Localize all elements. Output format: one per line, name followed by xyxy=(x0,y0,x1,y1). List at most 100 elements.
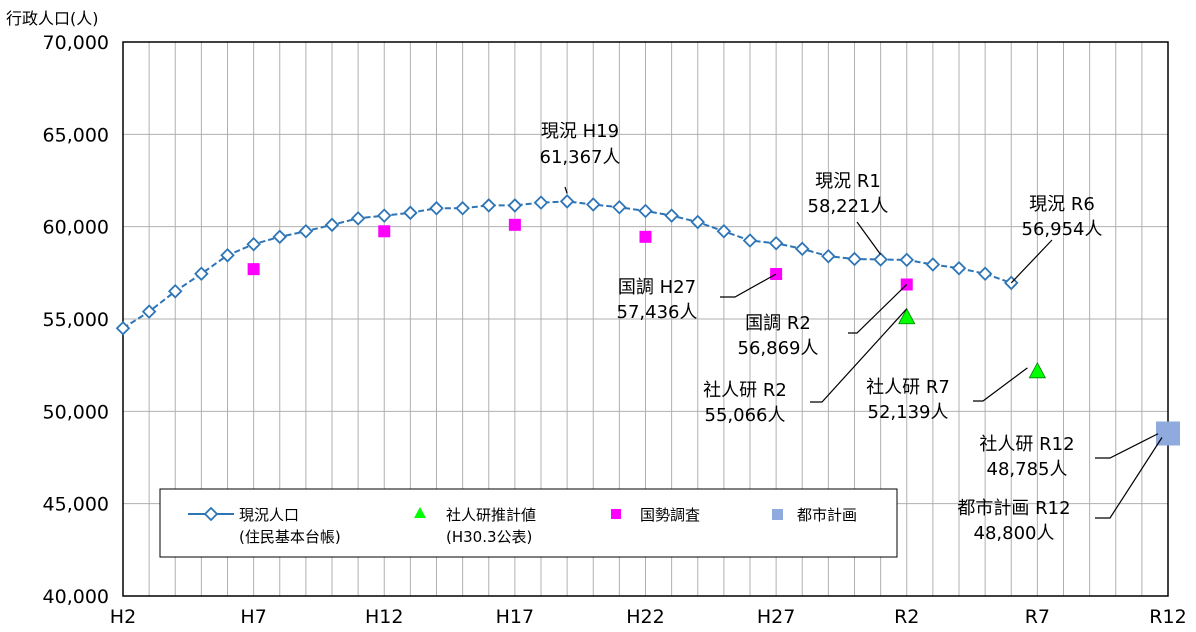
ipss-point xyxy=(1028,361,1047,379)
x-tick-label: H27 xyxy=(757,606,795,628)
x-tick-label: R7 xyxy=(1025,606,1050,628)
ann-census-h27-leader xyxy=(720,273,777,298)
current-point xyxy=(716,224,732,239)
ann-ipss-r12-leader xyxy=(1095,433,1159,459)
ann-ipss-r12-label: 社人研 R12 xyxy=(979,434,1074,455)
y-tick-labels: 40,000 45,000 50,000 55,000 60,000 65,000 70,0… xyxy=(43,32,109,608)
current-point xyxy=(272,229,288,245)
current-point xyxy=(925,257,941,272)
current-point xyxy=(612,200,627,215)
ann-current-r1-leader xyxy=(856,221,882,255)
y-axis-label: 行政人口(人) xyxy=(6,9,99,28)
ann-current-r1-value: 58,221人 xyxy=(808,196,889,217)
legend-text: 国勢調査 xyxy=(640,506,700,524)
census-point xyxy=(247,263,260,276)
current-point xyxy=(429,200,444,216)
current-point xyxy=(847,251,862,267)
ann-ipss-r7-value: 52,139人 xyxy=(868,402,949,423)
census-point xyxy=(639,230,652,243)
ann-ipss-r2-leader xyxy=(810,308,908,403)
current-point xyxy=(821,248,836,264)
x-tick-labels: H2 H7 H12 H17 H22 H27 R2 R7 R12 xyxy=(110,606,1187,628)
ann-census-h27-value: 57,436人 xyxy=(617,302,698,323)
legend-marker-census xyxy=(611,509,621,519)
ann-current-r6-value: 56,954人 xyxy=(1022,219,1103,240)
current-point xyxy=(690,214,706,230)
current-point xyxy=(220,248,235,263)
current-point xyxy=(403,205,418,221)
x-tick-label: H22 xyxy=(626,606,664,628)
current-point xyxy=(794,241,810,257)
current-point xyxy=(977,266,993,282)
legend-marker-ipss xyxy=(414,507,426,518)
census-point xyxy=(508,218,521,231)
current-point xyxy=(742,233,758,248)
current-point xyxy=(638,203,653,219)
y-tick-label: 45,000 xyxy=(43,494,109,516)
y-tick-label: 60,000 xyxy=(43,217,109,239)
legend-text: (H30.3公表) xyxy=(446,528,532,546)
ann-census-r2-value: 56,869人 xyxy=(738,338,819,359)
ann-ipss-r12-value: 48,785人 xyxy=(987,459,1068,480)
current-point xyxy=(167,284,183,299)
current-point xyxy=(376,208,392,223)
ann-census-r2-leader xyxy=(848,284,908,334)
current-point xyxy=(533,195,549,210)
y-tick-label: 50,000 xyxy=(43,401,109,423)
current-point xyxy=(481,198,497,213)
ann-current-h19-value: 61,367人 xyxy=(540,147,621,168)
current-point xyxy=(559,194,575,209)
x-tick-label: H17 xyxy=(496,606,534,628)
y-tick-label: 70,000 xyxy=(43,32,109,54)
current-point xyxy=(246,236,261,252)
ann-ipss-r7-leader xyxy=(973,367,1028,402)
x-tick-label: R2 xyxy=(894,606,919,628)
legend-text: 現況人口 xyxy=(239,506,299,524)
current-point xyxy=(141,304,157,319)
current-point xyxy=(899,252,915,268)
y-tick-label: 40,000 xyxy=(43,586,109,608)
current-point xyxy=(298,224,314,239)
legend-marker-plan xyxy=(772,509,783,520)
ann-census-h27-label: 国調 H27 xyxy=(618,277,696,298)
current-point xyxy=(664,208,679,223)
legend-text: 都市計画 xyxy=(797,506,857,524)
ann-current-r6-leader xyxy=(1010,239,1053,284)
ann-census-r2-label: 国調 R2 xyxy=(745,313,811,334)
ann-current-h19-leader xyxy=(564,186,568,194)
current-point xyxy=(194,266,209,282)
x-tick-label: R12 xyxy=(1149,606,1186,628)
legend-marker-current xyxy=(203,506,219,522)
current-point xyxy=(585,197,601,212)
ann-ipss-r7-label: 社人研 R7 xyxy=(866,377,950,398)
x-tick-label: H12 xyxy=(365,606,403,628)
ann-current-r1-label: 現況 R1 xyxy=(815,171,881,192)
current-point xyxy=(115,320,131,336)
current-point xyxy=(951,260,967,276)
legend-text: (住民基本台帳) xyxy=(239,528,341,546)
legend-text: 社人研推計値 xyxy=(446,506,536,524)
x-tick-label: H2 xyxy=(110,606,136,628)
legend-box xyxy=(159,488,898,558)
ann-ipss-r2-value: 55,066人 xyxy=(705,405,786,426)
ann-plan-r12-value: 48,800人 xyxy=(974,523,1055,544)
legend: 現況人口 (住民基本台帳) 社人研推計値 (H30.3公表) 国勢調査 都市計画 xyxy=(159,488,898,558)
current-point xyxy=(507,198,523,213)
series-current-population xyxy=(115,194,1019,336)
current-point xyxy=(324,217,340,233)
ann-plan-r12-leader xyxy=(1095,437,1163,519)
ipss-point xyxy=(898,307,916,325)
y-tick-label: 55,000 xyxy=(43,309,109,331)
plot-frame xyxy=(122,41,1169,597)
ann-plan-r12-label: 都市計画 R12 xyxy=(957,498,1070,519)
current-point xyxy=(455,200,470,216)
x-tick-label: H7 xyxy=(240,606,266,628)
current-point xyxy=(873,252,888,267)
census-point xyxy=(378,225,391,238)
current-point xyxy=(350,211,366,226)
ann-current-r6-label: 現況 R6 xyxy=(1029,194,1095,215)
y-tick-label: 65,000 xyxy=(43,124,109,146)
ann-current-h19-label: 現況 H19 xyxy=(541,121,619,142)
